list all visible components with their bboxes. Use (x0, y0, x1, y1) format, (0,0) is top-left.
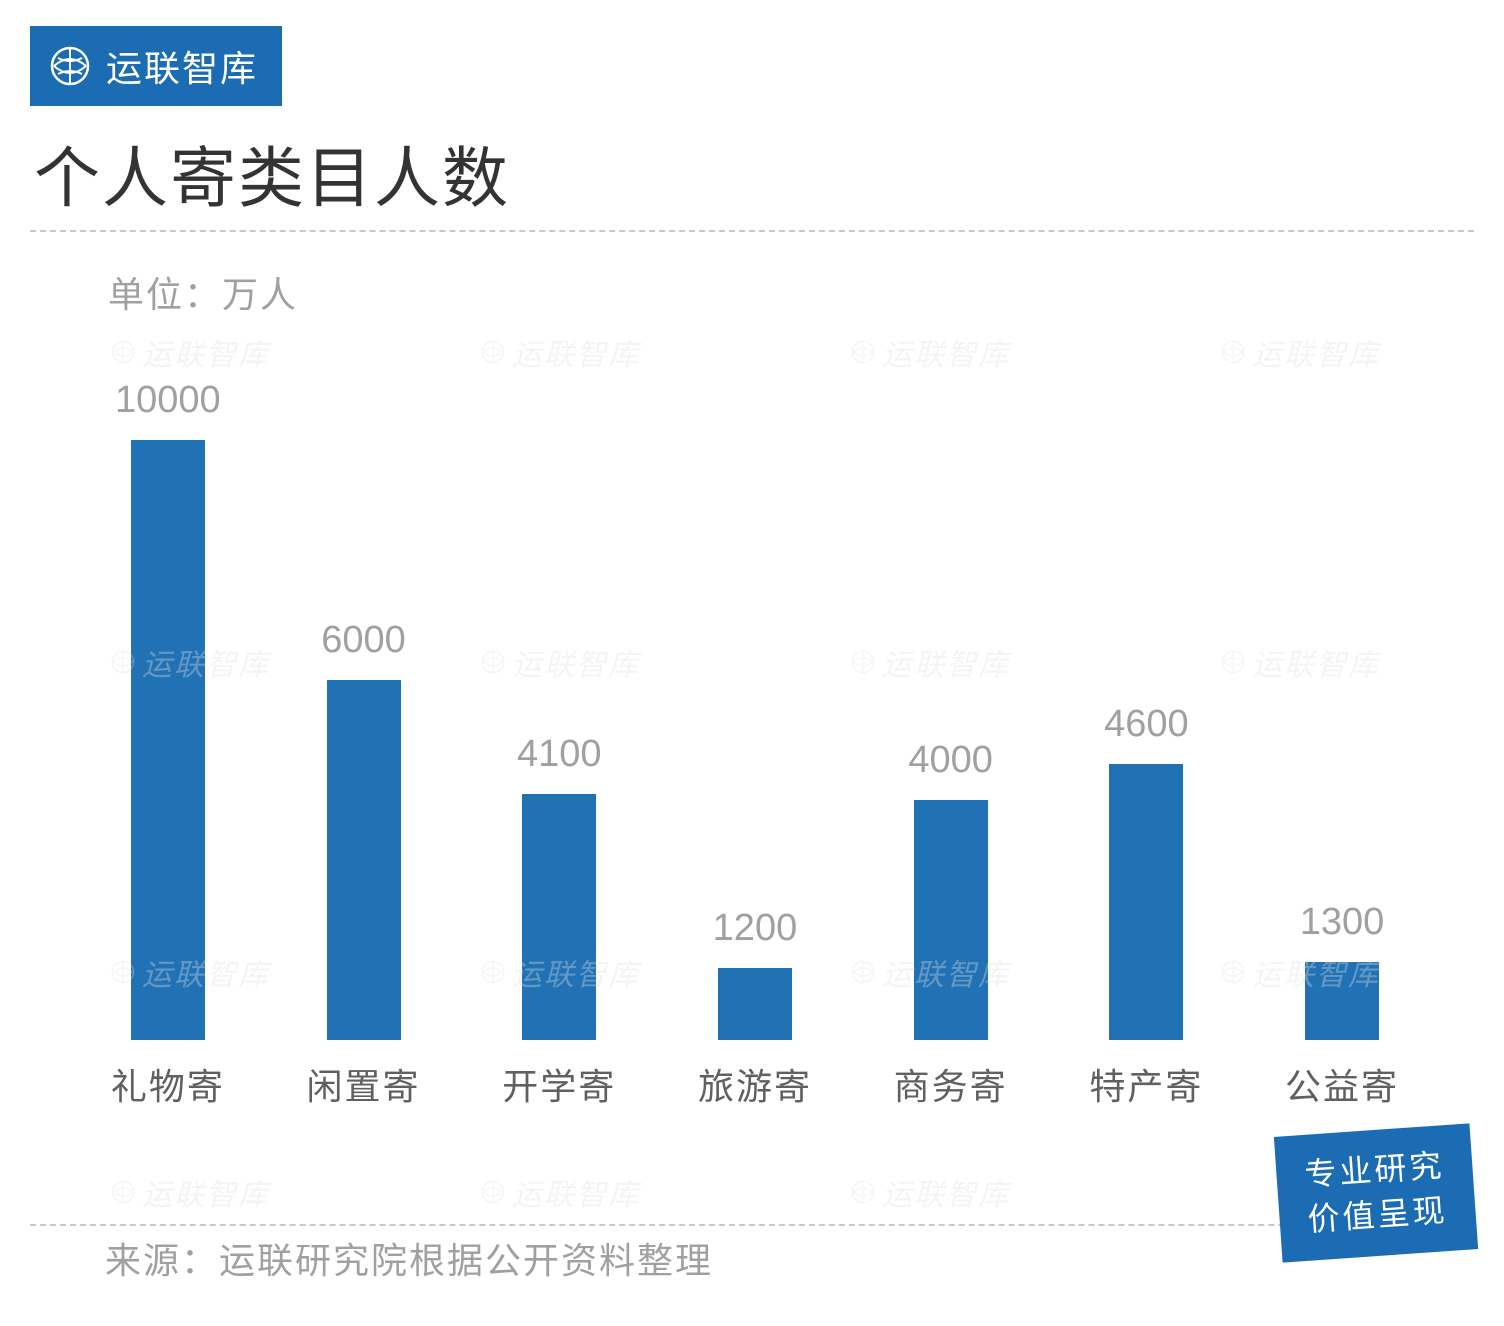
bar-group: 6000 (274, 619, 454, 1040)
logo-badge: 运联智库 (30, 26, 282, 106)
x-axis-label: 开学寄 (469, 1058, 649, 1110)
bar (522, 794, 596, 1040)
x-axis-label: 公益寄 (1252, 1058, 1432, 1110)
globe-icon (48, 44, 92, 88)
bar-value-label: 6000 (321, 619, 406, 662)
bar-value-label: 4000 (908, 739, 993, 782)
bar (1109, 764, 1183, 1040)
corner-badge: 专业研究 价值呈现 (1274, 1124, 1478, 1263)
source-label: 来源：运联研究院根据公开资料整理 (105, 1232, 713, 1284)
x-axis-label: 商务寄 (861, 1058, 1041, 1110)
bar-group: 10000 (78, 379, 258, 1040)
chart-title: 个人寄类目人数 (34, 125, 510, 221)
bar-chart: 10000 6000 4100 1200 4000 4600 1300 礼物寄闲置寄开学寄旅… (70, 320, 1440, 1110)
bar (327, 680, 401, 1040)
bar-group: 1200 (665, 907, 845, 1040)
bar-group: 4600 (1056, 703, 1236, 1040)
watermark: 运联智库 (480, 1170, 640, 1214)
watermark: 运联智库 (850, 1170, 1010, 1214)
logo-text: 运联智库 (106, 40, 258, 92)
watermark: 运联智库 (110, 1170, 270, 1214)
x-axis-label: 旅游寄 (665, 1058, 845, 1110)
x-axis-label: 闲置寄 (274, 1058, 454, 1110)
bar (718, 968, 792, 1040)
corner-badge-line2: 价值呈现 (1306, 1188, 1449, 1242)
bar-value-label: 1200 (713, 907, 798, 950)
x-axis-labels: 礼物寄闲置寄开学寄旅游寄商务寄特产寄公益寄 (70, 1058, 1440, 1110)
x-axis-label: 礼物寄 (78, 1058, 258, 1110)
divider-bottom (30, 1224, 1474, 1226)
bars-container: 10000 6000 4100 1200 4000 4600 1300 (70, 360, 1440, 1040)
bar-value-label: 1300 (1300, 901, 1385, 944)
bar-value-label: 4600 (1104, 703, 1189, 746)
bar-value-label: 4100 (517, 733, 602, 776)
bar (914, 800, 988, 1040)
bar-group: 4100 (469, 733, 649, 1040)
bar-group: 1300 (1252, 901, 1432, 1040)
bar-value-label: 10000 (115, 379, 221, 422)
divider-top (30, 230, 1474, 232)
unit-label: 单位：万人 (108, 266, 298, 318)
bar-group: 4000 (861, 739, 1041, 1040)
bar (1305, 962, 1379, 1040)
bar (131, 440, 205, 1040)
x-axis-label: 特产寄 (1056, 1058, 1236, 1110)
